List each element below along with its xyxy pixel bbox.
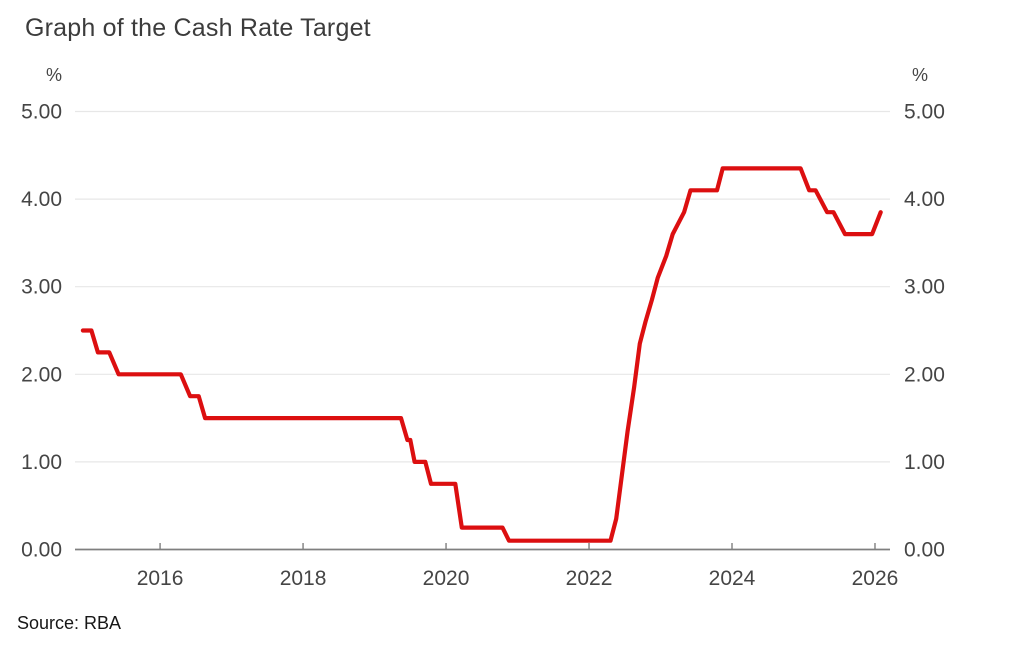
y-tick-label-left: 1.00: [21, 451, 62, 474]
y-tick-label-left: 3.00: [21, 276, 62, 299]
y-tick-label-left: 5.00: [21, 101, 62, 124]
y-tick-label-right: 3.00: [904, 276, 945, 299]
y-tick-label-right: 5.00: [904, 101, 945, 124]
x-tick-label: 2024: [709, 567, 756, 590]
y-axis-unit-right: %: [912, 65, 928, 85]
y-tick-label-right: 4.00: [904, 188, 945, 211]
chart-source-note: Source: RBA: [17, 613, 122, 633]
y-tick-label-right: 1.00: [904, 451, 945, 474]
cash-rate-line: [80, 166, 883, 543]
y-tick-label-left: 4.00: [21, 188, 62, 211]
x-tick-label: 2020: [423, 567, 470, 590]
y-tick-label-left: 0.00: [21, 539, 62, 562]
y-tick-label-right: 2.00: [904, 363, 945, 386]
x-tick-label: 2026: [852, 567, 899, 590]
y-axis-unit-left: %: [46, 65, 62, 85]
x-tick-label: 2016: [137, 567, 184, 590]
x-tick-label: 2018: [280, 567, 327, 590]
y-tick-label-right: 0.00: [904, 539, 945, 562]
chart-title: Graph of the Cash Rate Target: [25, 14, 371, 42]
y-tick-label-left: 2.00: [21, 363, 62, 386]
x-tick-label: 2022: [566, 567, 613, 590]
